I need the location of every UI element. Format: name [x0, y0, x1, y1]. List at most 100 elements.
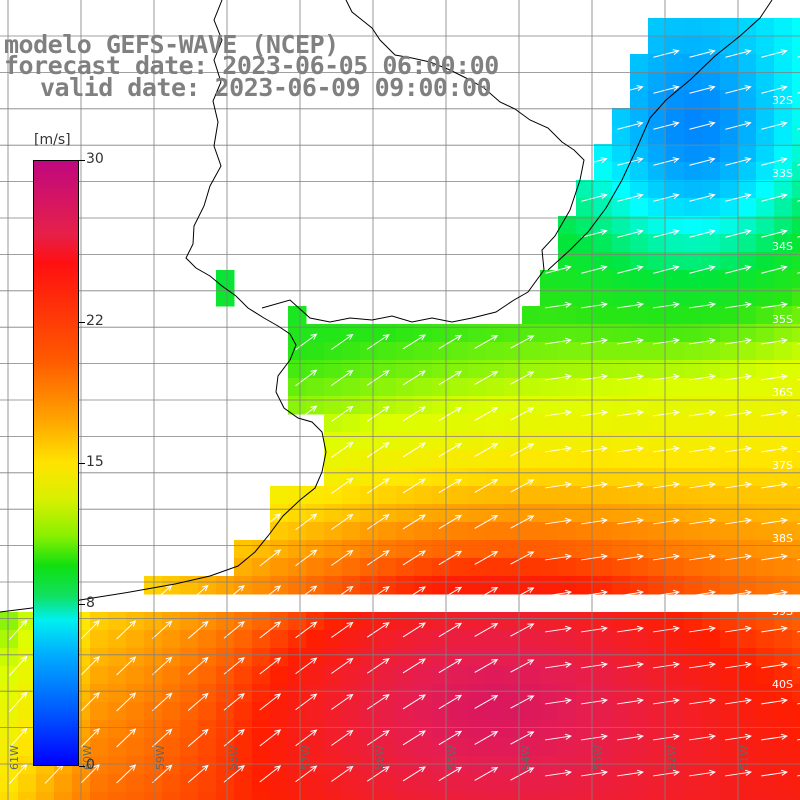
wind-speed-cell [612, 522, 631, 541]
wind-speed-cell [288, 396, 307, 415]
wind-arrow [438, 622, 463, 638]
wind-arrow [653, 517, 680, 525]
wind-speed-cell [108, 648, 127, 667]
wind-speed-cell [450, 324, 469, 343]
wind-speed-cell [666, 270, 685, 289]
wind-speed-cell [432, 432, 451, 451]
wind-speed-cell [414, 486, 433, 505]
wind-speed-cell [702, 126, 721, 145]
wind-speed-cell [792, 558, 800, 577]
wind-speed-cell [720, 414, 739, 433]
wind-speed-cell [324, 504, 343, 523]
wind-speed-cell [540, 288, 559, 307]
wind-speed-cell [450, 792, 469, 800]
wind-speed-cell [576, 234, 595, 253]
wind-arrow [474, 407, 499, 421]
wind-speed-cell [342, 360, 361, 379]
wind-arrow [689, 733, 716, 741]
wind-speed-cell [774, 324, 793, 343]
wind-speed-cell [612, 504, 631, 523]
wind-speed-cell [720, 72, 739, 91]
wind-speed-cell [432, 774, 451, 793]
wind-speed-cell [630, 612, 649, 631]
wind-arrow [617, 409, 644, 417]
wind-speed-cell [324, 378, 343, 397]
wind-speed-cell [504, 666, 523, 685]
wind-speed-cell [522, 522, 541, 541]
wind-speed-cell [756, 450, 775, 469]
wind-speed-cell [738, 54, 757, 73]
lon-label: 52W [665, 745, 678, 770]
wind-speed-cell [576, 666, 595, 685]
wind-speed-cell [738, 216, 757, 235]
colorbar-tick-mark [79, 321, 85, 323]
wind-speed-cell [756, 360, 775, 379]
wind-speed-cell [306, 702, 325, 721]
wind-speed-cell [18, 630, 37, 649]
wind-speed-cell [738, 198, 757, 217]
wind-speed-cell [468, 540, 487, 559]
wind-speed-cell [396, 432, 415, 451]
wind-speed-cell [306, 504, 325, 523]
wind-speed-cell [738, 180, 757, 199]
wind-arrow [438, 766, 463, 782]
wind-speed-cell [360, 414, 379, 433]
colorbar-tick-label: 22 [86, 312, 104, 329]
wind-speed-cell [666, 450, 685, 469]
wind-arrow [438, 550, 463, 566]
wind-speed-cell [432, 666, 451, 685]
wind-speed-cell [684, 792, 703, 800]
wind-speed-cell [144, 612, 163, 631]
wind-speed-cell [558, 396, 577, 415]
wind-speed-cell [612, 558, 631, 577]
wind-speed-cell [522, 648, 541, 667]
wind-speed-cell [594, 396, 613, 415]
wind-speed-cell [432, 378, 451, 397]
wind-speed-cell [504, 540, 523, 559]
wind-arrow [331, 693, 354, 710]
wind-speed-cell [288, 576, 307, 595]
wind-speed-cell [648, 612, 667, 631]
wind-arrow [402, 586, 426, 602]
wind-speed-cell [756, 72, 775, 91]
wind-speed-cell [288, 378, 307, 397]
wind-arrow [187, 584, 209, 603]
wind-speed-cell [666, 216, 685, 235]
wind-arrow [617, 589, 644, 597]
wind-speed-cell [360, 612, 379, 631]
wind-speed-cell [630, 738, 649, 757]
wind-speed-cell [792, 144, 800, 163]
lon-label: 51W [738, 745, 751, 770]
wind-speed-cell [720, 756, 739, 775]
wind-arrow [689, 301, 716, 309]
wind-arrow [545, 265, 572, 274]
wind-arrow [689, 697, 716, 705]
wind-speed-cell [306, 558, 325, 577]
wind-speed-cell [414, 792, 433, 800]
wind-speed-cell [522, 666, 541, 685]
wind-speed-cell [180, 792, 199, 800]
wind-speed-cell [342, 684, 361, 703]
wind-arrow [474, 767, 499, 781]
wind-arrow [761, 553, 788, 561]
wind-speed-cell [792, 522, 800, 541]
wind-speed-cell [576, 288, 595, 307]
wind-speed-cell [558, 684, 577, 703]
wind-speed-cell [468, 702, 487, 721]
wind-speed-cell [792, 396, 800, 415]
wind-speed-cell [0, 720, 19, 739]
wind-speed-cell [378, 450, 397, 469]
wind-speed-cell [612, 540, 631, 559]
wind-speed-cell [306, 648, 325, 667]
wind-arrow [474, 551, 499, 565]
wind-speed-cell [702, 720, 721, 739]
wind-speed-cell [90, 702, 109, 721]
wind-arrow [510, 335, 535, 349]
wind-arrow [510, 551, 535, 565]
lat-label: 32S [772, 94, 793, 107]
wind-speed-cell [648, 108, 667, 127]
wind-speed-cell [540, 630, 559, 649]
wind-speed-cell [666, 576, 685, 595]
wind-arrow [617, 85, 644, 94]
wind-speed-cell [612, 432, 631, 451]
